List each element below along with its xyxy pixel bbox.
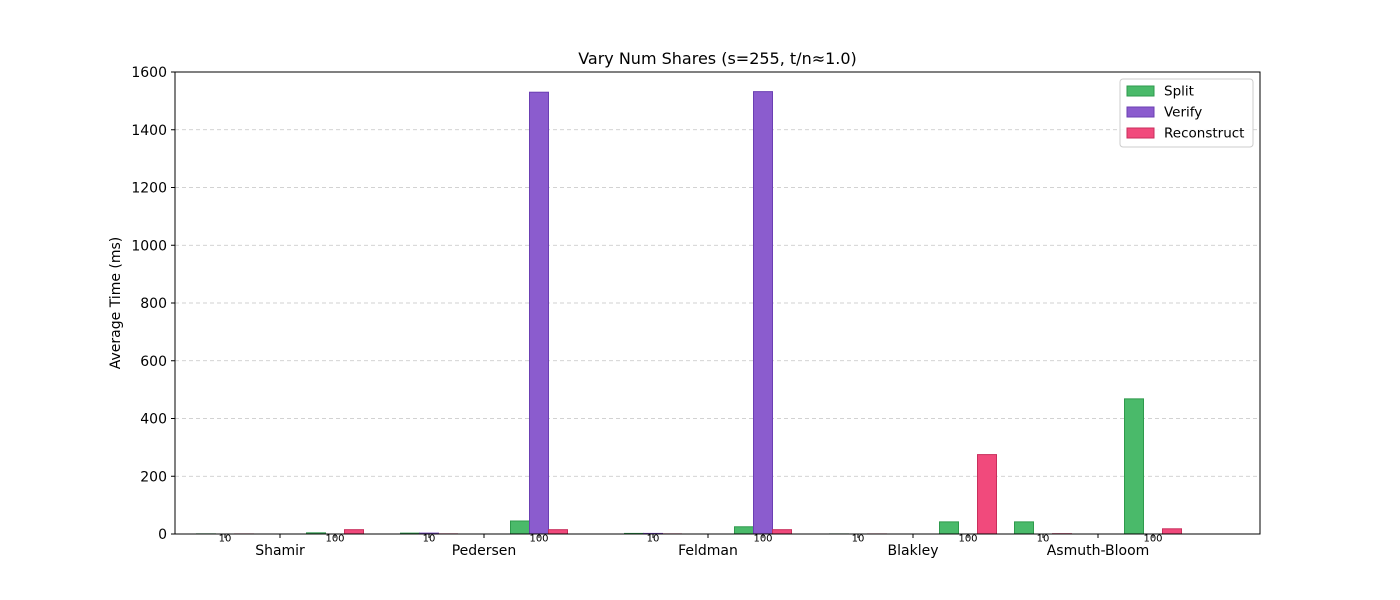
subgroup-label: 100	[753, 534, 772, 545]
subgroup-label: 10	[852, 534, 865, 545]
subgroup-label: 100	[958, 534, 977, 545]
y-tick-label: 0	[158, 527, 167, 543]
y-tick-label: 1200	[131, 181, 167, 197]
subgroup-label: 10	[647, 534, 660, 545]
y-tick-label: 200	[140, 469, 167, 485]
y-tick-label: 1000	[131, 238, 167, 254]
legend-label-reconstruct: Reconstruct	[1164, 126, 1244, 142]
y-tick-label: 800	[140, 296, 167, 312]
y-tick-label: 600	[140, 354, 167, 370]
legend-swatch-reconstruct	[1126, 127, 1155, 139]
chart-title: Vary Num Shares (s=255, t/n≈1.0)	[578, 49, 857, 68]
bar-reconstruct-feldman-100	[772, 529, 792, 535]
category-label: Asmuth-Bloom	[1047, 543, 1150, 559]
bar-split-blakley-100	[939, 521, 959, 535]
bar-reconstruct-asmuth-bloom-100	[1162, 528, 1182, 535]
legend-label-verify: Verify	[1164, 105, 1202, 121]
bar-reconstruct-shamir-100	[344, 529, 364, 535]
category-label: Feldman	[678, 543, 738, 559]
category-label: Shamir	[255, 543, 305, 559]
bar-reconstruct-pedersen-100	[548, 529, 568, 535]
bars	[196, 91, 1182, 535]
y-tick-label: 1600	[131, 65, 167, 81]
bar-split-asmuth-bloom-100	[1124, 398, 1144, 535]
subgroup-label: 100	[325, 534, 344, 545]
x-axis: 10 100 Shamir 10 100 Pedersen 10 100 Feldman 10 10…	[219, 534, 1163, 560]
legend-label-split: Split	[1164, 84, 1194, 100]
legend: Split Verify Reconstruct	[1119, 78, 1254, 148]
y-tick-label: 1400	[131, 123, 167, 139]
bar-verify-feldman-100	[753, 91, 773, 535]
legend-swatch-verify	[1126, 106, 1155, 118]
y-axis: 0 200 400 600 800 1000 1200 1400 1600	[131, 65, 175, 543]
subgroup-label: 10	[219, 534, 232, 545]
bar-split-asmuth-bloom-10	[1014, 521, 1034, 535]
legend-swatch-split	[1126, 85, 1155, 97]
subgroup-label: 100	[529, 534, 548, 545]
subgroup-label: 10	[423, 534, 436, 545]
bar-split-pedersen-100	[510, 520, 530, 535]
y-tick-label: 400	[140, 412, 167, 428]
bar-verify-pedersen-100	[529, 91, 549, 535]
category-label: Pedersen	[452, 543, 517, 559]
bar-split-feldman-100	[734, 526, 754, 535]
subgroup-label: 100	[1143, 534, 1162, 545]
bar-reconstruct-blakley-100	[977, 454, 997, 535]
grid-lines	[175, 71, 1260, 477]
y-axis-label: Average Time (ms)	[108, 237, 124, 370]
subgroup-label: 10	[1037, 534, 1050, 545]
category-label: Blakley	[888, 543, 939, 559]
